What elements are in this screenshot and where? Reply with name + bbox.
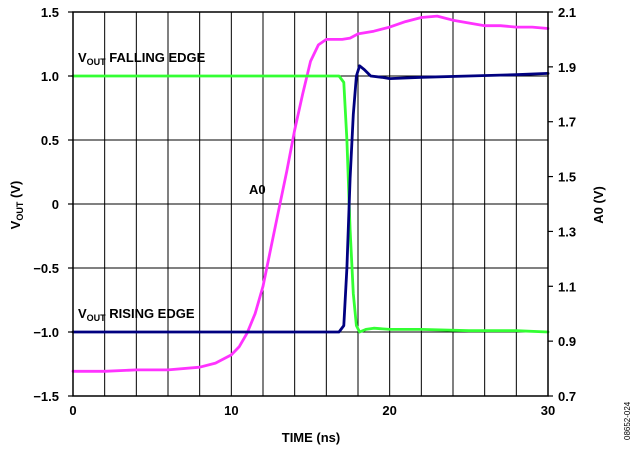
y-left-tick-label: −1.5 <box>33 389 59 404</box>
y-axis-right-title: A0 (V) <box>591 186 606 224</box>
y-left-tick-label: 1.5 <box>41 5 59 20</box>
y-right-tick-label: 1.1 <box>558 279 576 294</box>
y-right-tick-label: 1.9 <box>558 60 576 75</box>
x-tick-label: 30 <box>541 403 555 418</box>
y-right-tick-label: 1.7 <box>558 115 576 130</box>
tick-labels: 0 10 20 30 1.5 1.0 0.5 0 −0.5 −1.0 −1.5 2.1 1.9 1.7 1.… <box>33 5 576 418</box>
y-axis-left-title: VOUT (V) <box>8 181 25 230</box>
y-right-tick-label: 0.9 <box>558 334 576 349</box>
y-left-tick-label: −0.5 <box>33 261 59 276</box>
grid <box>72 11 549 397</box>
y-right-tick-label: 1.5 <box>558 170 576 185</box>
rising-edge-annotation: VOUT RISING EDGE <box>78 306 195 323</box>
series-vout-falling-edge <box>71 74 550 334</box>
a0-annotation: A0 <box>249 182 266 197</box>
tick-marks <box>68 11 553 397</box>
y-right-tick-label: 2.1 <box>558 5 576 20</box>
series-vout-rising-edge <box>71 64 550 334</box>
x-tick-label: 10 <box>224 403 238 418</box>
y-left-tick-label: 0 <box>52 197 59 212</box>
figure-id: 08652-024 <box>623 401 632 440</box>
x-tick-label: 0 <box>69 403 76 418</box>
y-right-tick-label: 1.3 <box>558 224 576 239</box>
y-right-tick-label: 0.7 <box>558 389 576 404</box>
y-left-tick-label: −1.0 <box>33 325 59 340</box>
series-a0 <box>71 14 550 373</box>
x-axis-title: TIME (ns) <box>282 430 341 445</box>
y-left-tick-label: 1.0 <box>41 69 59 84</box>
falling-edge-annotation: VOUT FALLING EDGE <box>78 50 206 67</box>
x-tick-label: 20 <box>382 403 396 418</box>
y-left-tick-label: 0.5 <box>41 133 59 148</box>
series-group <box>71 14 550 373</box>
